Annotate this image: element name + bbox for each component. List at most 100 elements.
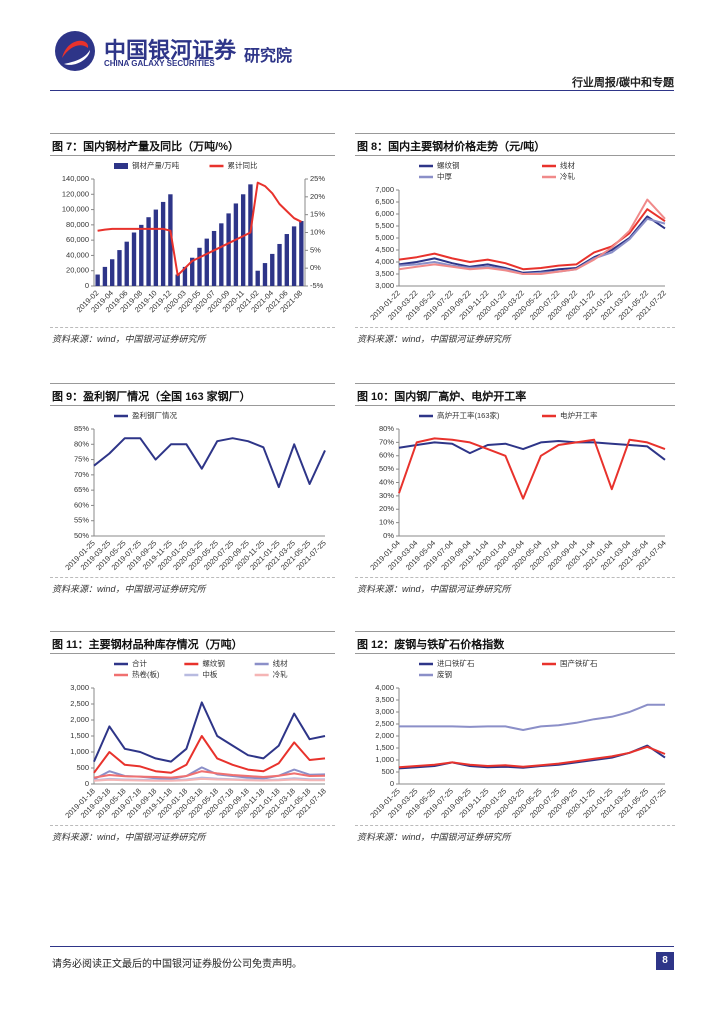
y-tick-label: 70% — [74, 470, 89, 479]
institute: 研究院 — [244, 48, 293, 65]
figure-rule — [50, 383, 335, 384]
legend-label: 国产铁矿石 — [560, 658, 598, 668]
y-tick-label: 3,000 — [375, 281, 394, 290]
y-tick-label: 80,000 — [66, 220, 89, 229]
series-line — [93, 735, 326, 774]
figure-rule — [355, 383, 675, 384]
figure-source: 资料来源：wind，中国银河证券研究所 — [357, 832, 511, 842]
figure-source: 资料来源：wind，中国银河证券研究所 — [357, 334, 511, 344]
bar — [153, 209, 159, 286]
y-tick-label: 80% — [379, 424, 394, 433]
y-tick-label: 500 — [76, 763, 89, 772]
y-tick-label: 500 — [381, 767, 394, 776]
bar — [175, 274, 180, 286]
y-tick-label: 60,000 — [66, 235, 89, 244]
legend-label: 线材 — [560, 160, 575, 170]
figure-rule — [50, 631, 335, 632]
figure-rule — [50, 133, 335, 134]
figure-rule — [355, 577, 675, 578]
bar — [291, 226, 297, 286]
legend-label: 冷轧 — [273, 669, 288, 679]
y-tick-label: 5,000 — [375, 233, 394, 242]
company: 中国银河证券 — [104, 38, 237, 63]
figure-rule — [355, 327, 675, 328]
y-tick-label: 1,000 — [375, 755, 394, 764]
y-tick-label: 4,500 — [375, 245, 394, 254]
y-tick-label: 3,500 — [375, 269, 394, 278]
series-line — [398, 440, 666, 461]
bar — [248, 184, 253, 286]
y2-tick-label: 25% — [310, 174, 325, 183]
bar — [197, 247, 202, 286]
bar — [270, 253, 275, 286]
y-tick-label: 0% — [383, 531, 394, 540]
legend-label: 累计同比 — [228, 160, 258, 170]
y-tick-label: 20% — [379, 504, 394, 513]
y2-tick-label: -5% — [310, 281, 324, 290]
series-line — [93, 770, 326, 779]
figure-title: 图 12：废钢与铁矿石价格指数 — [357, 639, 505, 651]
series-line — [398, 215, 666, 274]
figure-rule — [355, 825, 675, 826]
header-rule — [50, 90, 674, 91]
y2-tick-label: 0% — [310, 263, 321, 272]
bar — [204, 238, 209, 286]
series-line — [93, 777, 325, 782]
series-line — [398, 437, 666, 500]
y-tick-label: 4,000 — [375, 257, 394, 266]
figure-title: 图 7：国内钢材产量及同比（万吨/%） — [52, 141, 240, 153]
y-tick-label: 50% — [74, 531, 89, 540]
bar — [233, 203, 239, 286]
y-tick-label: 65% — [74, 485, 89, 494]
legend-label: 螺纹钢 — [202, 658, 225, 668]
figure-rule — [355, 133, 675, 134]
footer-rule — [50, 946, 674, 947]
legend-label: 冷轧 — [560, 171, 575, 181]
y-tick-label: 140,000 — [62, 174, 89, 183]
bar — [226, 213, 231, 286]
y-tick-label: 120,000 — [62, 189, 89, 198]
chart: 高炉开工率(163家) 电炉开工率 0% 10% 20% 30% 40% 50% 60% 70% 8… — [368, 410, 667, 572]
y-tick-label: 0 — [390, 779, 394, 788]
figure-title: 图 10：国内钢厂高炉、电炉开工率 — [357, 391, 527, 403]
y2-tick-label: 10% — [310, 227, 325, 236]
series-line — [398, 745, 666, 769]
y-tick-label: 50% — [379, 464, 394, 473]
y-tick-label: 3,000 — [70, 683, 89, 692]
series-line — [97, 181, 302, 277]
y-tick-label: 0 — [85, 281, 89, 290]
chart: 钢材产量/万吨 累计同比 0 20,000 40,000 60,000 80,000 100,… — [62, 160, 325, 314]
bar — [190, 257, 195, 286]
figure-rule — [50, 327, 335, 328]
y2-tick-label: 20% — [310, 192, 325, 201]
legend-label: 盈利钢厂情况 — [132, 410, 177, 420]
y-tick-label: 75% — [74, 455, 89, 464]
figure-rule — [355, 653, 675, 654]
y-tick-label: 5,500 — [375, 221, 394, 230]
bar — [299, 221, 304, 286]
bar — [255, 270, 260, 286]
bar — [102, 266, 108, 286]
figure-title: 图 11：主要钢材品种库存情况（万吨） — [52, 639, 243, 651]
y-tick-label: 60% — [74, 500, 89, 509]
y-tick-label: 6,500 — [375, 197, 394, 206]
bar — [117, 250, 122, 286]
legend-label: 中板 — [202, 669, 217, 679]
y-tick-label: 55% — [74, 516, 89, 525]
legend-label: 中厚 — [437, 171, 452, 181]
y-tick-label: 3,000 — [375, 707, 394, 716]
bar — [168, 194, 173, 286]
bar — [219, 223, 224, 286]
series-line — [93, 701, 326, 763]
y-tick-label: 70% — [379, 437, 394, 446]
y-tick-label: 2,500 — [375, 719, 394, 728]
bar — [240, 194, 246, 286]
y-tick-label: 0 — [85, 779, 89, 788]
bar — [262, 263, 268, 286]
y-tick-label: 1,500 — [375, 743, 394, 752]
legend-swatch — [114, 163, 128, 169]
y-tick-label: 2,000 — [70, 715, 89, 724]
legend-label: 电炉开工率 — [560, 410, 598, 420]
series-line — [93, 437, 326, 489]
